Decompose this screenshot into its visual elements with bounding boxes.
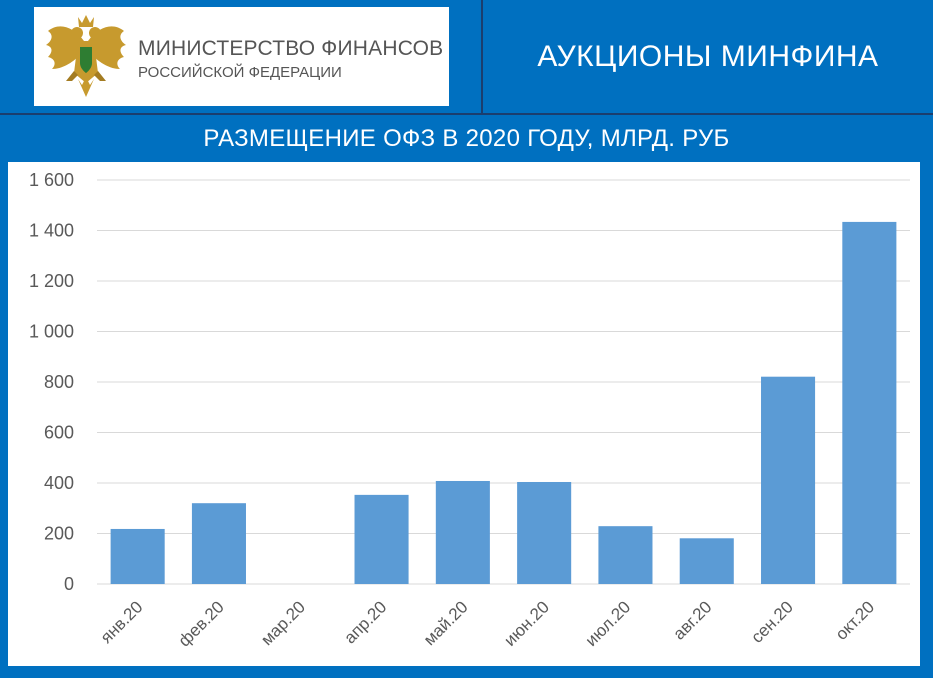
header-horizontal-divider (0, 113, 933, 115)
bar (435, 480, 490, 584)
header-vertical-divider (481, 0, 483, 113)
bar (761, 376, 816, 584)
bar-chart: 0 200 400 600 800 1 000 1 200 1 400 1 600 янв.20… (29, 170, 910, 651)
x-tick-label: июл.20 (582, 597, 635, 650)
y-tick-label: 1 000 (29, 322, 74, 342)
ministry-name-line1: МИНИСТЕРСТВО ФИНАНСОВ (138, 37, 444, 60)
x-tick-label: апр.20 (340, 597, 390, 647)
y-tick-label: 400 (44, 473, 74, 493)
x-tick-label: май.20 (420, 597, 472, 649)
x-tick-label: сен.20 (747, 597, 796, 646)
y-tick-label: 0 (64, 574, 74, 594)
x-tick-label: июн.20 (500, 597, 553, 650)
bar (598, 526, 653, 584)
bar (110, 528, 165, 584)
ministry-name-line2: РОССИЙСКОЙ ФЕДЕРАЦИИ (138, 64, 342, 81)
chart-panel: 0 200 400 600 800 1 000 1 200 1 400 1 600 янв.20… (8, 162, 920, 666)
y-tick-label: 1 400 (29, 221, 74, 241)
bar (679, 538, 734, 584)
bar (191, 503, 246, 584)
x-tick-label: авг.20 (669, 597, 715, 643)
y-tick-label: 800 (44, 372, 74, 392)
x-tick-label: янв.20 (97, 597, 147, 647)
x-tick-label: фев.20 (175, 597, 228, 650)
double-headed-eagle-icon (46, 15, 126, 97)
y-tick-label: 1 200 (29, 271, 74, 291)
x-tick-label: окт.20 (832, 597, 878, 643)
y-tick-label: 1 600 (29, 170, 74, 190)
y-tick-label: 200 (44, 524, 74, 544)
bar (517, 481, 572, 584)
x-tick-label: мар.20 (257, 597, 309, 649)
ministry-logo-panel: МИНИСТЕРСТВО ФИНАНСОВ РОССИЙСКОЙ ФЕДЕРАЦ… (34, 7, 449, 106)
chart-title-band: РАЗМЕЩЕНИЕ ОФЗ В 2020 ГОДУ, МЛРД. РУБ (203, 124, 730, 152)
bar (842, 221, 897, 584)
header-title: АУКЦИОНЫ МИНФИНА (537, 39, 879, 73)
y-tick-label: 600 (44, 423, 74, 443)
bar (354, 494, 409, 584)
